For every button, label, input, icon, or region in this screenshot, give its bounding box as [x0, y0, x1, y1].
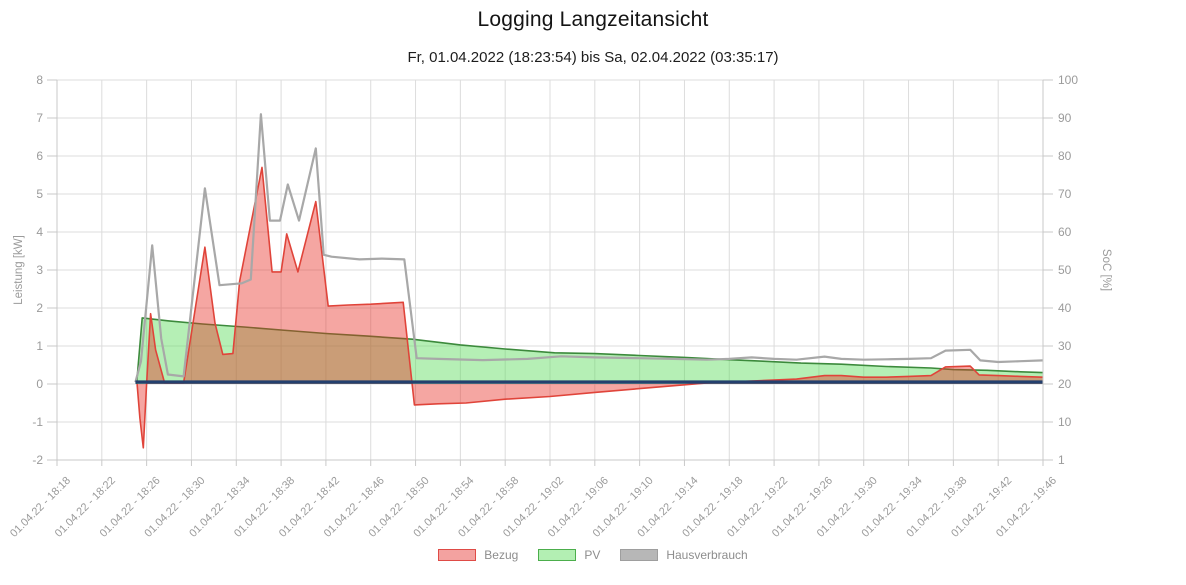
- y-right-tick-label: 30: [1058, 339, 1072, 353]
- y-right-tick-label: 70: [1058, 187, 1072, 201]
- legend-item-pv[interactable]: PV: [538, 548, 600, 562]
- legend-label: Hausverbrauch: [666, 548, 748, 562]
- y-left-tick-label: -1: [32, 415, 43, 429]
- y-right-tick-label: 40: [1058, 301, 1072, 315]
- legend-swatch-pv: [538, 549, 577, 561]
- legend-label: Bezug: [484, 548, 519, 562]
- series-pv-area: [136, 317, 1044, 384]
- y-left-tick-label: 6: [36, 149, 43, 163]
- legend-swatch-hausverbrauch: [620, 549, 659, 561]
- y-left-tick-label: 8: [36, 73, 43, 87]
- y-left-tick-label: 0: [36, 377, 43, 391]
- series-bezug-area: [137, 167, 1044, 448]
- y-left-tick-label: 3: [36, 263, 43, 277]
- y-left-tick-label: 7: [36, 111, 43, 125]
- legend-swatch-bezug: [438, 549, 477, 561]
- series-hausverbrauch-line: [134, 113, 1044, 383]
- y-right-tick-label: 80: [1058, 149, 1072, 163]
- legend-item-bezug[interactable]: Bezug: [438, 548, 518, 562]
- y-right-axis-title: SoC [%]: [1100, 249, 1112, 291]
- y-right-tick-label: 1: [1058, 453, 1065, 467]
- y-right-tick-label: 20: [1058, 377, 1072, 391]
- y-left-tick-label: 2: [36, 301, 43, 315]
- legend-item-hausverbrauch[interactable]: Hausverbrauch: [620, 548, 748, 562]
- y-right-tick-label: 90: [1058, 111, 1072, 125]
- legend-label: PV: [584, 548, 601, 562]
- y-left-axis-title: Leistung [kW]: [13, 235, 25, 305]
- y-right-tick-label: 10: [1058, 415, 1072, 429]
- y-left-tick-label: 1: [36, 339, 43, 353]
- y-left-tick-label: -2: [32, 453, 43, 467]
- page-title: Logging Langzeitansicht: [477, 8, 709, 31]
- y-right-tick-label: 50: [1058, 263, 1072, 277]
- series-pv-line: [135, 317, 1044, 385]
- y-left-tick-label: 5: [36, 187, 43, 201]
- series-bezug-line: [136, 166, 1044, 449]
- y-right-tick-label: 60: [1058, 225, 1072, 239]
- chart-legend: Bezug PV Hausverbrauch: [0, 548, 1186, 562]
- y-left-tick-label: 4: [36, 225, 43, 239]
- chart-subtitle: Fr, 01.04.2022 (18:23:54) bis Sa, 02.04.…: [407, 49, 779, 66]
- y-right-tick-label: 100: [1058, 73, 1078, 87]
